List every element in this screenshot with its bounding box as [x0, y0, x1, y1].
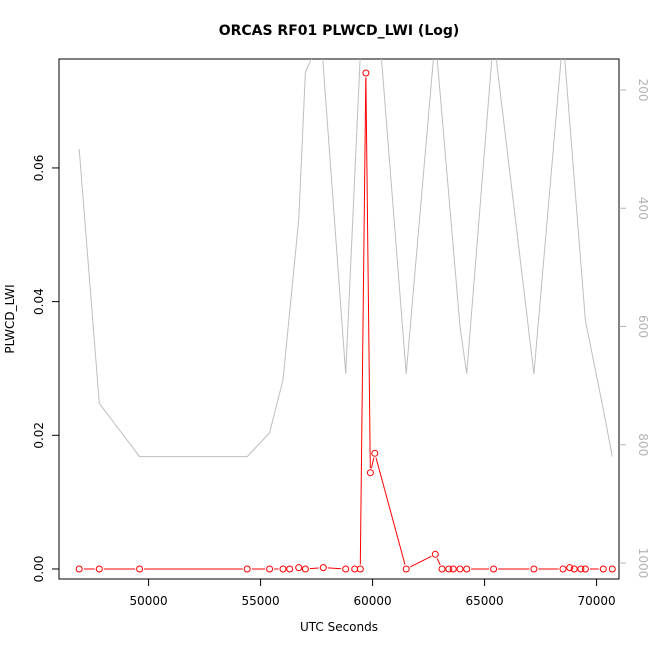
y2-tick-label: 600 [636, 315, 650, 338]
data-point [463, 565, 471, 573]
data-point [559, 565, 567, 573]
data-point [366, 469, 374, 477]
data-point [279, 565, 287, 573]
data-point [599, 565, 607, 573]
data-point [570, 565, 578, 573]
series-segment [365, 77, 371, 469]
y2-tick-label: 200 [636, 79, 650, 102]
plot-frame [58, 58, 620, 580]
data-point [295, 564, 303, 572]
data-point [266, 565, 274, 573]
data-point [75, 565, 83, 573]
data-point [530, 565, 538, 573]
y-axis: 0.00 0.02 0.04 0.06 [32, 155, 60, 583]
series-segment [327, 567, 342, 570]
data-point [136, 565, 144, 573]
data-point [577, 565, 585, 573]
y2-axis: 200 400 600 800 1000 [619, 79, 650, 579]
series-segment [359, 77, 367, 565]
data-point [301, 565, 309, 573]
data-point [608, 565, 616, 573]
data-point [449, 565, 457, 573]
x-tick-label: 70000 [578, 594, 616, 608]
data-point [362, 69, 370, 77]
data-point [490, 565, 498, 573]
y2-tick-label: 400 [636, 197, 650, 220]
y-tick-label: 0.02 [32, 422, 46, 449]
series-segment [436, 558, 441, 566]
data-point [566, 564, 574, 572]
series-segment [370, 457, 375, 469]
data-point [356, 565, 364, 573]
y2-tick-label: 800 [636, 433, 650, 456]
data-point [431, 550, 439, 558]
data-point [243, 565, 251, 573]
data-point [445, 565, 453, 573]
altitude-series-line [78, 59, 613, 458]
x-axis-label: UTC Seconds [300, 620, 378, 634]
series-segment [375, 457, 406, 565]
data-point [342, 565, 350, 573]
data-point [438, 565, 446, 573]
y-tick-label: 0.06 [32, 155, 46, 182]
series-area [75, 59, 616, 573]
data-point [286, 565, 294, 573]
series-segment [409, 555, 432, 568]
x-tick-label: 55000 [242, 594, 280, 608]
x-axis: 50000 55000 60000 65000 70000 [130, 578, 616, 608]
data-point [319, 564, 327, 572]
y-axis-label: PLWCD_LWI [3, 284, 17, 353]
x-tick-label: 60000 [354, 594, 392, 608]
series-segment [309, 567, 319, 570]
data-point [95, 565, 103, 573]
x-tick-label: 50000 [130, 594, 168, 608]
chart-title: ORCAS RF01 PLWCD_LWI (Log) [219, 23, 460, 39]
y2-tick-label: 1000 [636, 548, 650, 579]
data-point [371, 449, 379, 457]
data-point [456, 565, 464, 573]
data-point [581, 565, 589, 573]
data-point [402, 565, 410, 573]
x-tick-label: 65000 [466, 594, 504, 608]
y-tick-label: 0.00 [32, 556, 46, 583]
y-tick-label: 0.04 [32, 288, 46, 315]
